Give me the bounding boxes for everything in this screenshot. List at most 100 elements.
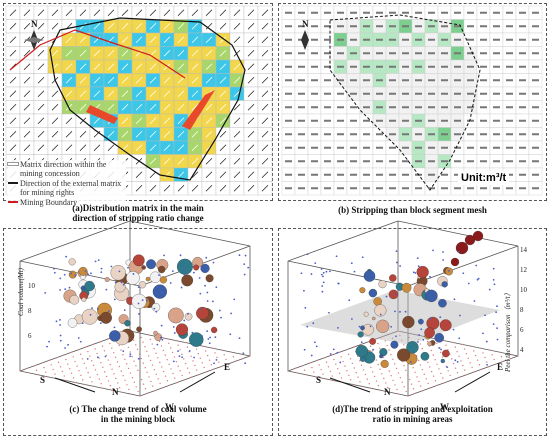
direction-arrow	[93, 9, 101, 17]
d-floor-point	[364, 373, 367, 376]
d-floor-point	[390, 353, 392, 356]
mesh-value-mark	[493, 119, 500, 122]
mesh-value-mark	[350, 173, 357, 176]
direction-arrow	[233, 144, 241, 152]
c-floor-point	[170, 368, 172, 370]
c-floor-point	[152, 385, 154, 387]
c-floor-point	[186, 346, 188, 348]
d-bubble	[434, 332, 445, 343]
d-floor-point	[414, 371, 416, 374]
mesh-value-mark	[402, 187, 409, 190]
direction-arrow	[205, 117, 213, 125]
c-scatter-point	[243, 263, 246, 266]
caption-c: (c) The change trend of coal volume in t…	[3, 404, 273, 424]
c-scatter-point	[205, 256, 208, 259]
d-floor-point	[454, 367, 457, 369]
d-floor-point	[419, 343, 421, 345]
mesh-value-mark	[350, 11, 357, 14]
c-scatter-point	[215, 286, 218, 289]
direction-arrow	[233, 36, 241, 44]
mesh-value-mark	[298, 52, 305, 55]
mesh-value-mark	[363, 65, 370, 68]
d-bubble	[439, 319, 452, 332]
d-floor-point	[487, 365, 490, 368]
mesh-value-mark	[350, 79, 357, 82]
c-scatter-point	[91, 307, 93, 310]
c-bubble	[136, 326, 142, 333]
mesh-value-mark	[363, 133, 370, 136]
mesh-value-mark	[467, 92, 474, 95]
mesh-value-mark	[506, 38, 513, 41]
direction-arrow	[219, 144, 227, 152]
d-scatter-point	[439, 316, 442, 319]
direction-arrow	[247, 63, 255, 71]
mesh-value-mark	[428, 52, 435, 55]
c-floor-point	[232, 356, 235, 358]
mesh-value-mark	[285, 65, 292, 68]
d-floor-point	[345, 348, 348, 351]
d-floor-point	[375, 359, 377, 361]
d-bubble	[363, 311, 369, 317]
c-floor-point	[116, 361, 119, 363]
c-scatter-point	[199, 292, 202, 295]
c-floor-point	[115, 377, 117, 380]
c-floor-point	[96, 352, 98, 355]
mesh-value-mark	[480, 52, 487, 55]
d-floor-point	[353, 367, 355, 369]
d-scatter-point	[335, 255, 338, 258]
d-floor-point	[382, 356, 385, 359]
c-floor-point	[197, 352, 200, 355]
mesh-value-mark	[441, 160, 448, 163]
d-scatter-point	[441, 360, 443, 363]
direction-arrow	[247, 103, 255, 111]
c-scatter-point	[58, 318, 61, 321]
d-floor-point	[449, 374, 451, 377]
c-floor-point	[212, 347, 214, 350]
c-floor-point	[172, 372, 174, 375]
d-floor-point	[407, 374, 409, 376]
mesh-value-mark	[350, 38, 357, 41]
d-floor-point	[362, 369, 365, 371]
mesh-value-mark	[519, 160, 526, 163]
c-floor-point	[140, 336, 142, 339]
mesh-value-mark	[493, 106, 500, 109]
direction-arrow	[247, 36, 255, 44]
d-scatter-point	[404, 310, 407, 313]
c-floor-point	[85, 346, 87, 348]
c-floor-point	[177, 365, 180, 367]
c-floor-point	[129, 372, 132, 374]
direction-arrow	[177, 36, 185, 44]
d-bubble	[355, 345, 368, 358]
d-floor-point	[447, 370, 449, 372]
d-floor-point	[478, 364, 481, 366]
d-floor-point	[401, 381, 404, 383]
direction-arrow	[247, 171, 255, 179]
d-floor-point	[463, 348, 466, 350]
c-floor-point	[98, 378, 100, 380]
c-scatter-point	[79, 340, 82, 343]
c-bubble	[68, 258, 76, 266]
c-scatter-point	[118, 270, 121, 273]
d-floor-point	[349, 358, 352, 360]
compass-icon	[301, 30, 309, 50]
d-floor-point	[390, 375, 392, 377]
direction-arrow	[247, 76, 255, 84]
c-floor-point	[195, 348, 198, 350]
d-scatter-point	[390, 325, 393, 328]
c-floor-point	[98, 357, 100, 359]
d-scatter-point	[358, 325, 361, 328]
d-bubble	[406, 341, 419, 354]
direction-arrow	[9, 9, 17, 17]
c-scatter-point	[87, 273, 89, 276]
d-direction-arrow	[329, 377, 371, 393]
d-floor-point	[467, 357, 470, 359]
direction-arrow	[93, 22, 101, 30]
c-scatter-point	[120, 281, 123, 284]
d-scatter-point	[429, 275, 431, 278]
mesh-value-mark	[493, 52, 500, 55]
mesh-value-mark	[363, 11, 370, 14]
c-scatter-point	[193, 356, 195, 359]
d-scatter-point	[486, 363, 489, 366]
d-floor-point	[329, 370, 332, 373]
